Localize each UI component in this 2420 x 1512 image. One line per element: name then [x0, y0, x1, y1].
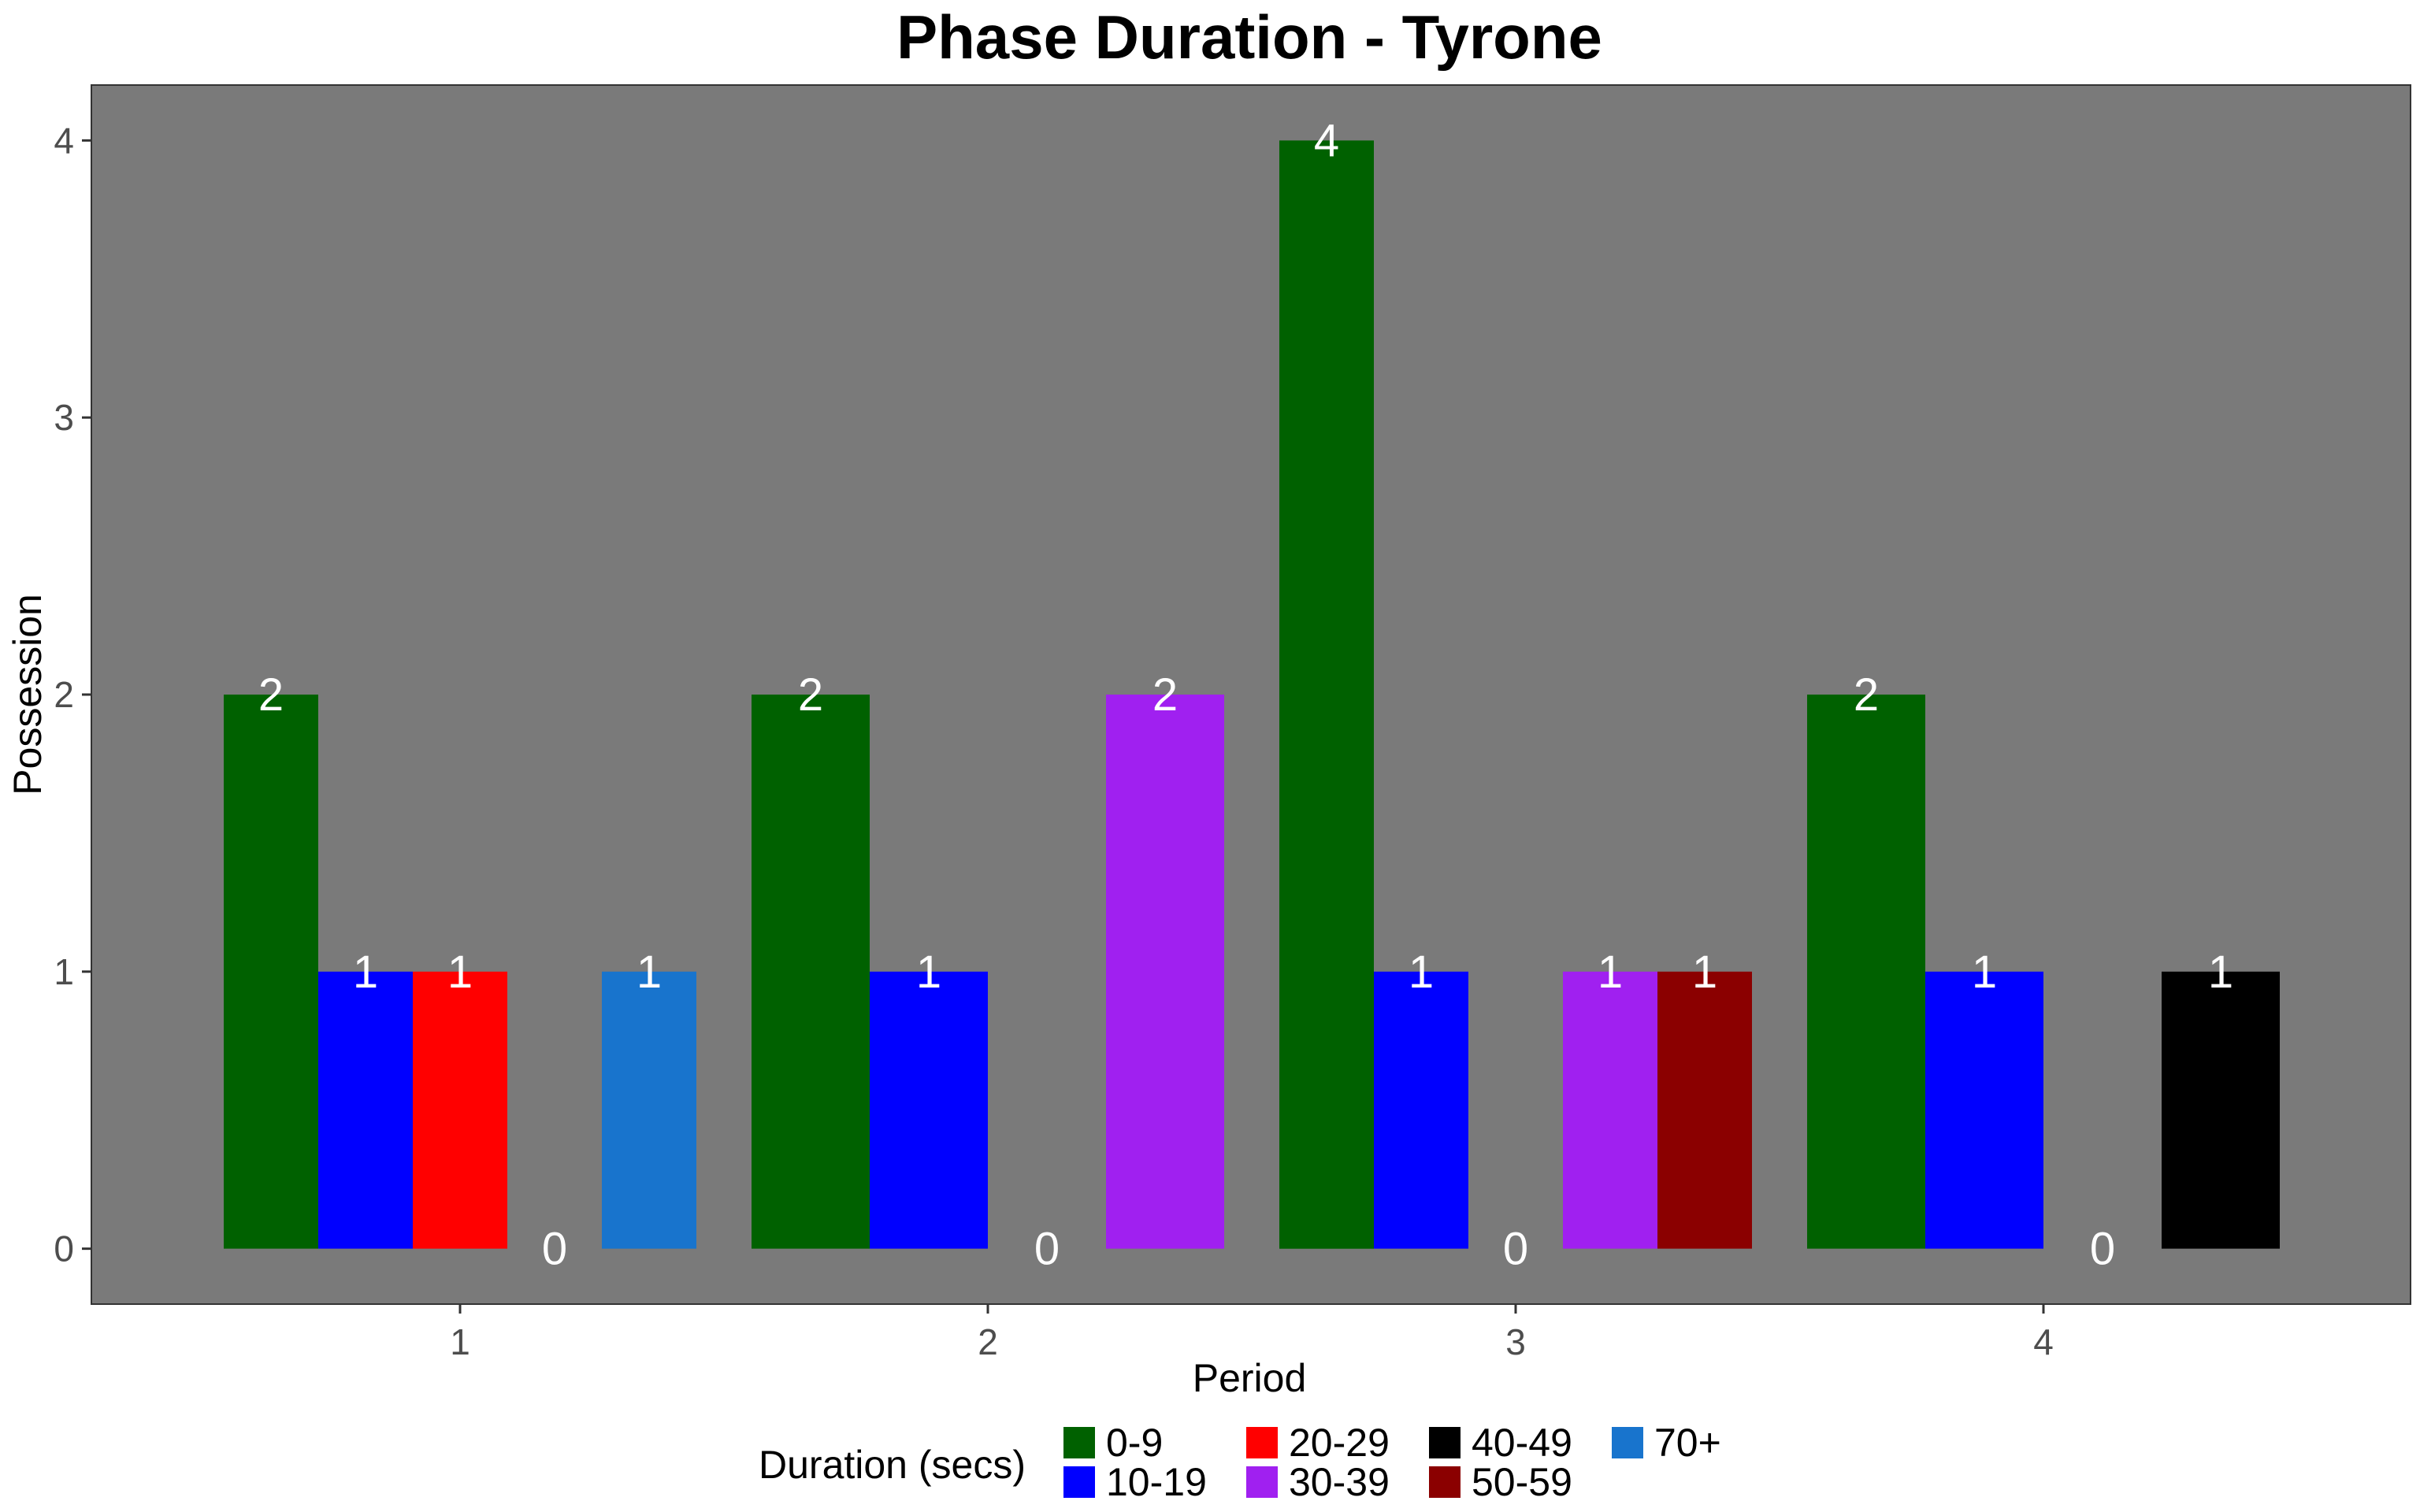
- bar: [870, 971, 988, 1249]
- x-tick-label: 3: [1505, 1321, 1526, 1362]
- bar: [1279, 140, 1374, 1249]
- bar-value-label: 0: [2090, 1224, 2115, 1275]
- legend-key: [1063, 1427, 1095, 1458]
- bars-layer: [224, 140, 2280, 1249]
- bar-value-label: 1: [916, 947, 941, 998]
- bar-value-label: 2: [1152, 669, 1178, 721]
- bar: [413, 971, 507, 1249]
- legend-label: 50-59: [1472, 1460, 1572, 1504]
- x-tick-label: 1: [450, 1321, 470, 1362]
- legend-title: Duration (secs): [759, 1443, 1026, 1487]
- bar-value-label: 2: [258, 669, 284, 721]
- bar-value-label: 2: [798, 669, 823, 721]
- bar: [1374, 971, 1468, 1249]
- bar-value-label: 0: [1503, 1224, 1528, 1275]
- legend-key: [1612, 1427, 1643, 1458]
- x-tick-label: 2: [978, 1321, 998, 1362]
- bar: [224, 695, 318, 1249]
- bar: [1807, 695, 1925, 1249]
- legend-label: 20-29: [1289, 1421, 1390, 1465]
- bar: [1563, 971, 1657, 1249]
- legend-key: [1429, 1427, 1461, 1458]
- y-tick-label: 3: [54, 397, 74, 438]
- bar-value-label: 1: [1598, 947, 1623, 998]
- legend-label: 40-49: [1472, 1421, 1572, 1465]
- legend-label: 70+: [1654, 1421, 1721, 1465]
- bar-value-label: 1: [353, 947, 378, 998]
- y-tick-label: 1: [54, 951, 74, 992]
- y-tick-label: 4: [54, 120, 74, 161]
- bar-value-label: 2: [1854, 669, 1879, 721]
- legend-key: [1063, 1466, 1095, 1498]
- bar: [1657, 971, 1752, 1249]
- legend-key: [1429, 1466, 1461, 1498]
- bar: [752, 695, 870, 1249]
- bar-value-label: 0: [1034, 1224, 1060, 1275]
- legend-key: [1246, 1427, 1278, 1458]
- y-tick-label: 0: [54, 1228, 74, 1269]
- y-axis: 0 1 2 3 4: [54, 120, 91, 1269]
- bar-value-label: 1: [637, 947, 662, 998]
- y-tick-label: 2: [54, 674, 74, 715]
- bar-labels-layer: 2 1 1 0 1 2 1 0 2 4 1 0 1 1 2 1 0 1: [258, 115, 2233, 1274]
- bar-value-label: 1: [447, 947, 473, 998]
- bar-value-label: 1: [1692, 947, 1717, 998]
- bar-value-label: 1: [2208, 947, 2233, 998]
- legend-key: [1246, 1466, 1278, 1498]
- bar: [1106, 695, 1224, 1249]
- x-axis: 1 2 3 4: [450, 1304, 2054, 1362]
- chart-title: Phase Duration - Tyrone: [896, 2, 1602, 72]
- bar-value-label: 0: [542, 1224, 567, 1275]
- x-tick-label: 4: [2033, 1321, 2054, 1362]
- legend-label: 0-9: [1106, 1421, 1163, 1465]
- bar-value-label: 1: [1409, 947, 1434, 998]
- bar-value-label: 4: [1314, 115, 1339, 166]
- bar: [602, 971, 696, 1249]
- y-axis-title: Possession: [6, 594, 50, 795]
- bar: [1925, 971, 2043, 1249]
- x-axis-title: Period: [1193, 1356, 1307, 1400]
- legend-label: 30-39: [1289, 1460, 1390, 1504]
- bar: [2162, 971, 2280, 1249]
- legend-label: 10-19: [1106, 1460, 1207, 1504]
- bar: [318, 971, 413, 1249]
- bar-value-label: 1: [1972, 947, 1997, 998]
